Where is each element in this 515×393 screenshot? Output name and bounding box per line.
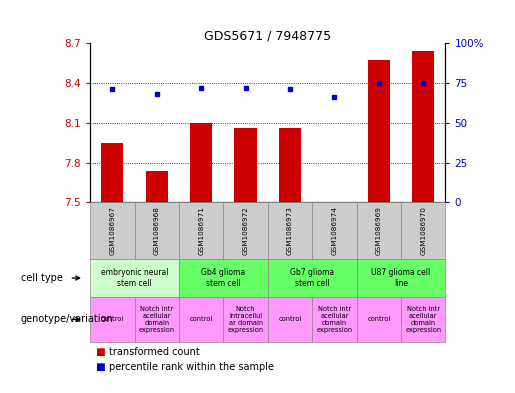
Text: Notch intr
acellular
domain
expression: Notch intr acellular domain expression <box>316 306 352 333</box>
Text: GSM1086974: GSM1086974 <box>332 206 337 255</box>
Text: GSM1086971: GSM1086971 <box>198 206 204 255</box>
Text: Gb4 glioma
stem cell: Gb4 glioma stem cell <box>201 268 246 288</box>
Bar <box>101 143 124 202</box>
Text: ■: ■ <box>95 347 105 357</box>
Text: control: control <box>367 316 390 322</box>
Bar <box>146 171 168 202</box>
Text: control: control <box>101 316 124 322</box>
Text: genotype/variation: genotype/variation <box>21 314 113 324</box>
Text: GSM1086972: GSM1086972 <box>243 206 249 255</box>
Text: U87 glioma cell
line: U87 glioma cell line <box>371 268 431 288</box>
Text: ■: ■ <box>95 362 105 372</box>
Text: Notch intr
acellular
domain
expression: Notch intr acellular domain expression <box>139 306 175 333</box>
Text: control: control <box>190 316 213 322</box>
Text: control: control <box>279 316 302 322</box>
Text: transformed count: transformed count <box>109 347 200 357</box>
Bar <box>279 128 301 202</box>
Text: embryonic neural
stem cell: embryonic neural stem cell <box>101 268 168 288</box>
Text: GSM1086970: GSM1086970 <box>420 206 426 255</box>
Bar <box>190 123 212 202</box>
Text: GSM1086969: GSM1086969 <box>376 206 382 255</box>
Bar <box>234 128 256 202</box>
Text: GSM1086973: GSM1086973 <box>287 206 293 255</box>
Text: Notch intr
acellular
domain
expression: Notch intr acellular domain expression <box>405 306 441 333</box>
Text: cell type: cell type <box>21 273 62 283</box>
Bar <box>412 51 434 202</box>
Title: GDS5671 / 7948775: GDS5671 / 7948775 <box>204 29 331 42</box>
Text: Gb7 glioma
stem cell: Gb7 glioma stem cell <box>290 268 334 288</box>
Bar <box>368 61 390 202</box>
Text: percentile rank within the sample: percentile rank within the sample <box>109 362 274 372</box>
Text: Notch
intracellul
ar domain
expression: Notch intracellul ar domain expression <box>228 306 264 333</box>
Text: GSM1086968: GSM1086968 <box>154 206 160 255</box>
Text: GSM1086967: GSM1086967 <box>109 206 115 255</box>
